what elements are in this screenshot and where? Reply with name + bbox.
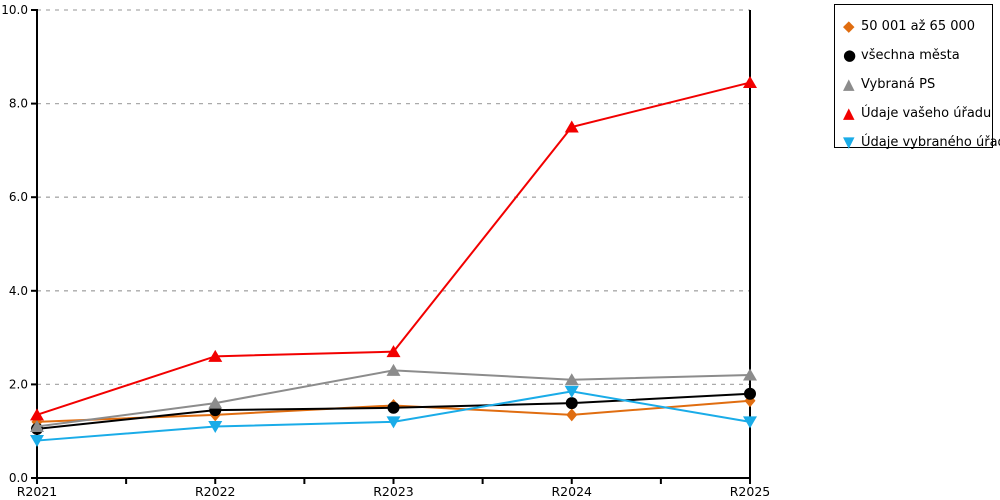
- y-tick-label: 4.0: [9, 284, 28, 298]
- data-point-marker: [565, 397, 578, 410]
- gridlines: [37, 9, 750, 386]
- data-point-marker: [208, 396, 223, 409]
- triangle-up-legend-icon: ▲: [843, 104, 855, 122]
- x-tick-label: R2024: [552, 484, 593, 499]
- y-tick-label: 6.0: [9, 190, 28, 204]
- circle-legend-icon: ●: [843, 46, 857, 64]
- data-point-marker: [564, 120, 579, 133]
- x-tick-label: R2021: [17, 484, 58, 499]
- diamond-legend-icon: ◆: [843, 17, 855, 35]
- legend-item: ▲ Údaje vašeho úřadu: [843, 99, 991, 128]
- data-point-marker: [386, 416, 401, 429]
- data-point-marker: [744, 387, 756, 400]
- data-point-marker: [743, 416, 757, 429]
- data-point-marker: [30, 420, 44, 433]
- legend-label: všechna města: [861, 48, 960, 63]
- data-point-marker: [564, 385, 579, 398]
- x-tick-label: R2022: [195, 484, 236, 499]
- y-tick-label: 8.0: [9, 97, 28, 111]
- data-point-marker: [386, 363, 401, 376]
- legend-item: ◆ 50 001 až 65 000: [843, 12, 986, 41]
- legend-label: Údaje vašeho úřadu: [861, 106, 992, 121]
- legend-label: Vybraná PS: [861, 77, 936, 92]
- legend-item: ● všechna města: [843, 41, 986, 70]
- data-point-marker: [566, 408, 578, 422]
- data-point-marker: [30, 408, 44, 421]
- legend-label: Údaje vybraného úřadu: [861, 135, 1000, 150]
- legend-item: ▲ Vybraná PS: [843, 70, 986, 99]
- series-2: [30, 363, 757, 433]
- triangle-down-legend-icon: ▼: [843, 133, 855, 151]
- y-tick-label: 10.0: [1, 3, 28, 17]
- legend-label: 50 001 až 65 000: [861, 19, 976, 34]
- series-3: [30, 76, 757, 421]
- data-point-marker: [208, 421, 223, 434]
- axis-labels: 0.0 2.0 4.0 6.0 8.0 10.0 R2021 R2022 R2023 R2024 R…: [1, 3, 770, 499]
- x-tick-label: R2023: [373, 484, 414, 499]
- data-series: [30, 76, 757, 448]
- data-point-marker: [208, 349, 223, 362]
- y-tick-label: 2.0: [9, 377, 28, 391]
- data-point-marker: [386, 345, 401, 358]
- triangle-up-legend-icon: ▲: [843, 75, 855, 93]
- data-point-marker: [30, 435, 44, 448]
- data-point-marker: [743, 76, 757, 89]
- legend: ◆ 50 001 až 65 000 ● všechna města ▲ Vybraná …: [834, 4, 1000, 150]
- data-point-marker: [743, 368, 757, 381]
- data-point-marker: [564, 373, 579, 386]
- legend-item: ▼ Údaje vybraného úřadu: [843, 128, 1000, 157]
- x-tick-label: R2025: [730, 484, 771, 499]
- y-tick-label: 0.0: [9, 471, 28, 485]
- data-point-marker: [387, 401, 400, 414]
- series-4: [30, 385, 757, 448]
